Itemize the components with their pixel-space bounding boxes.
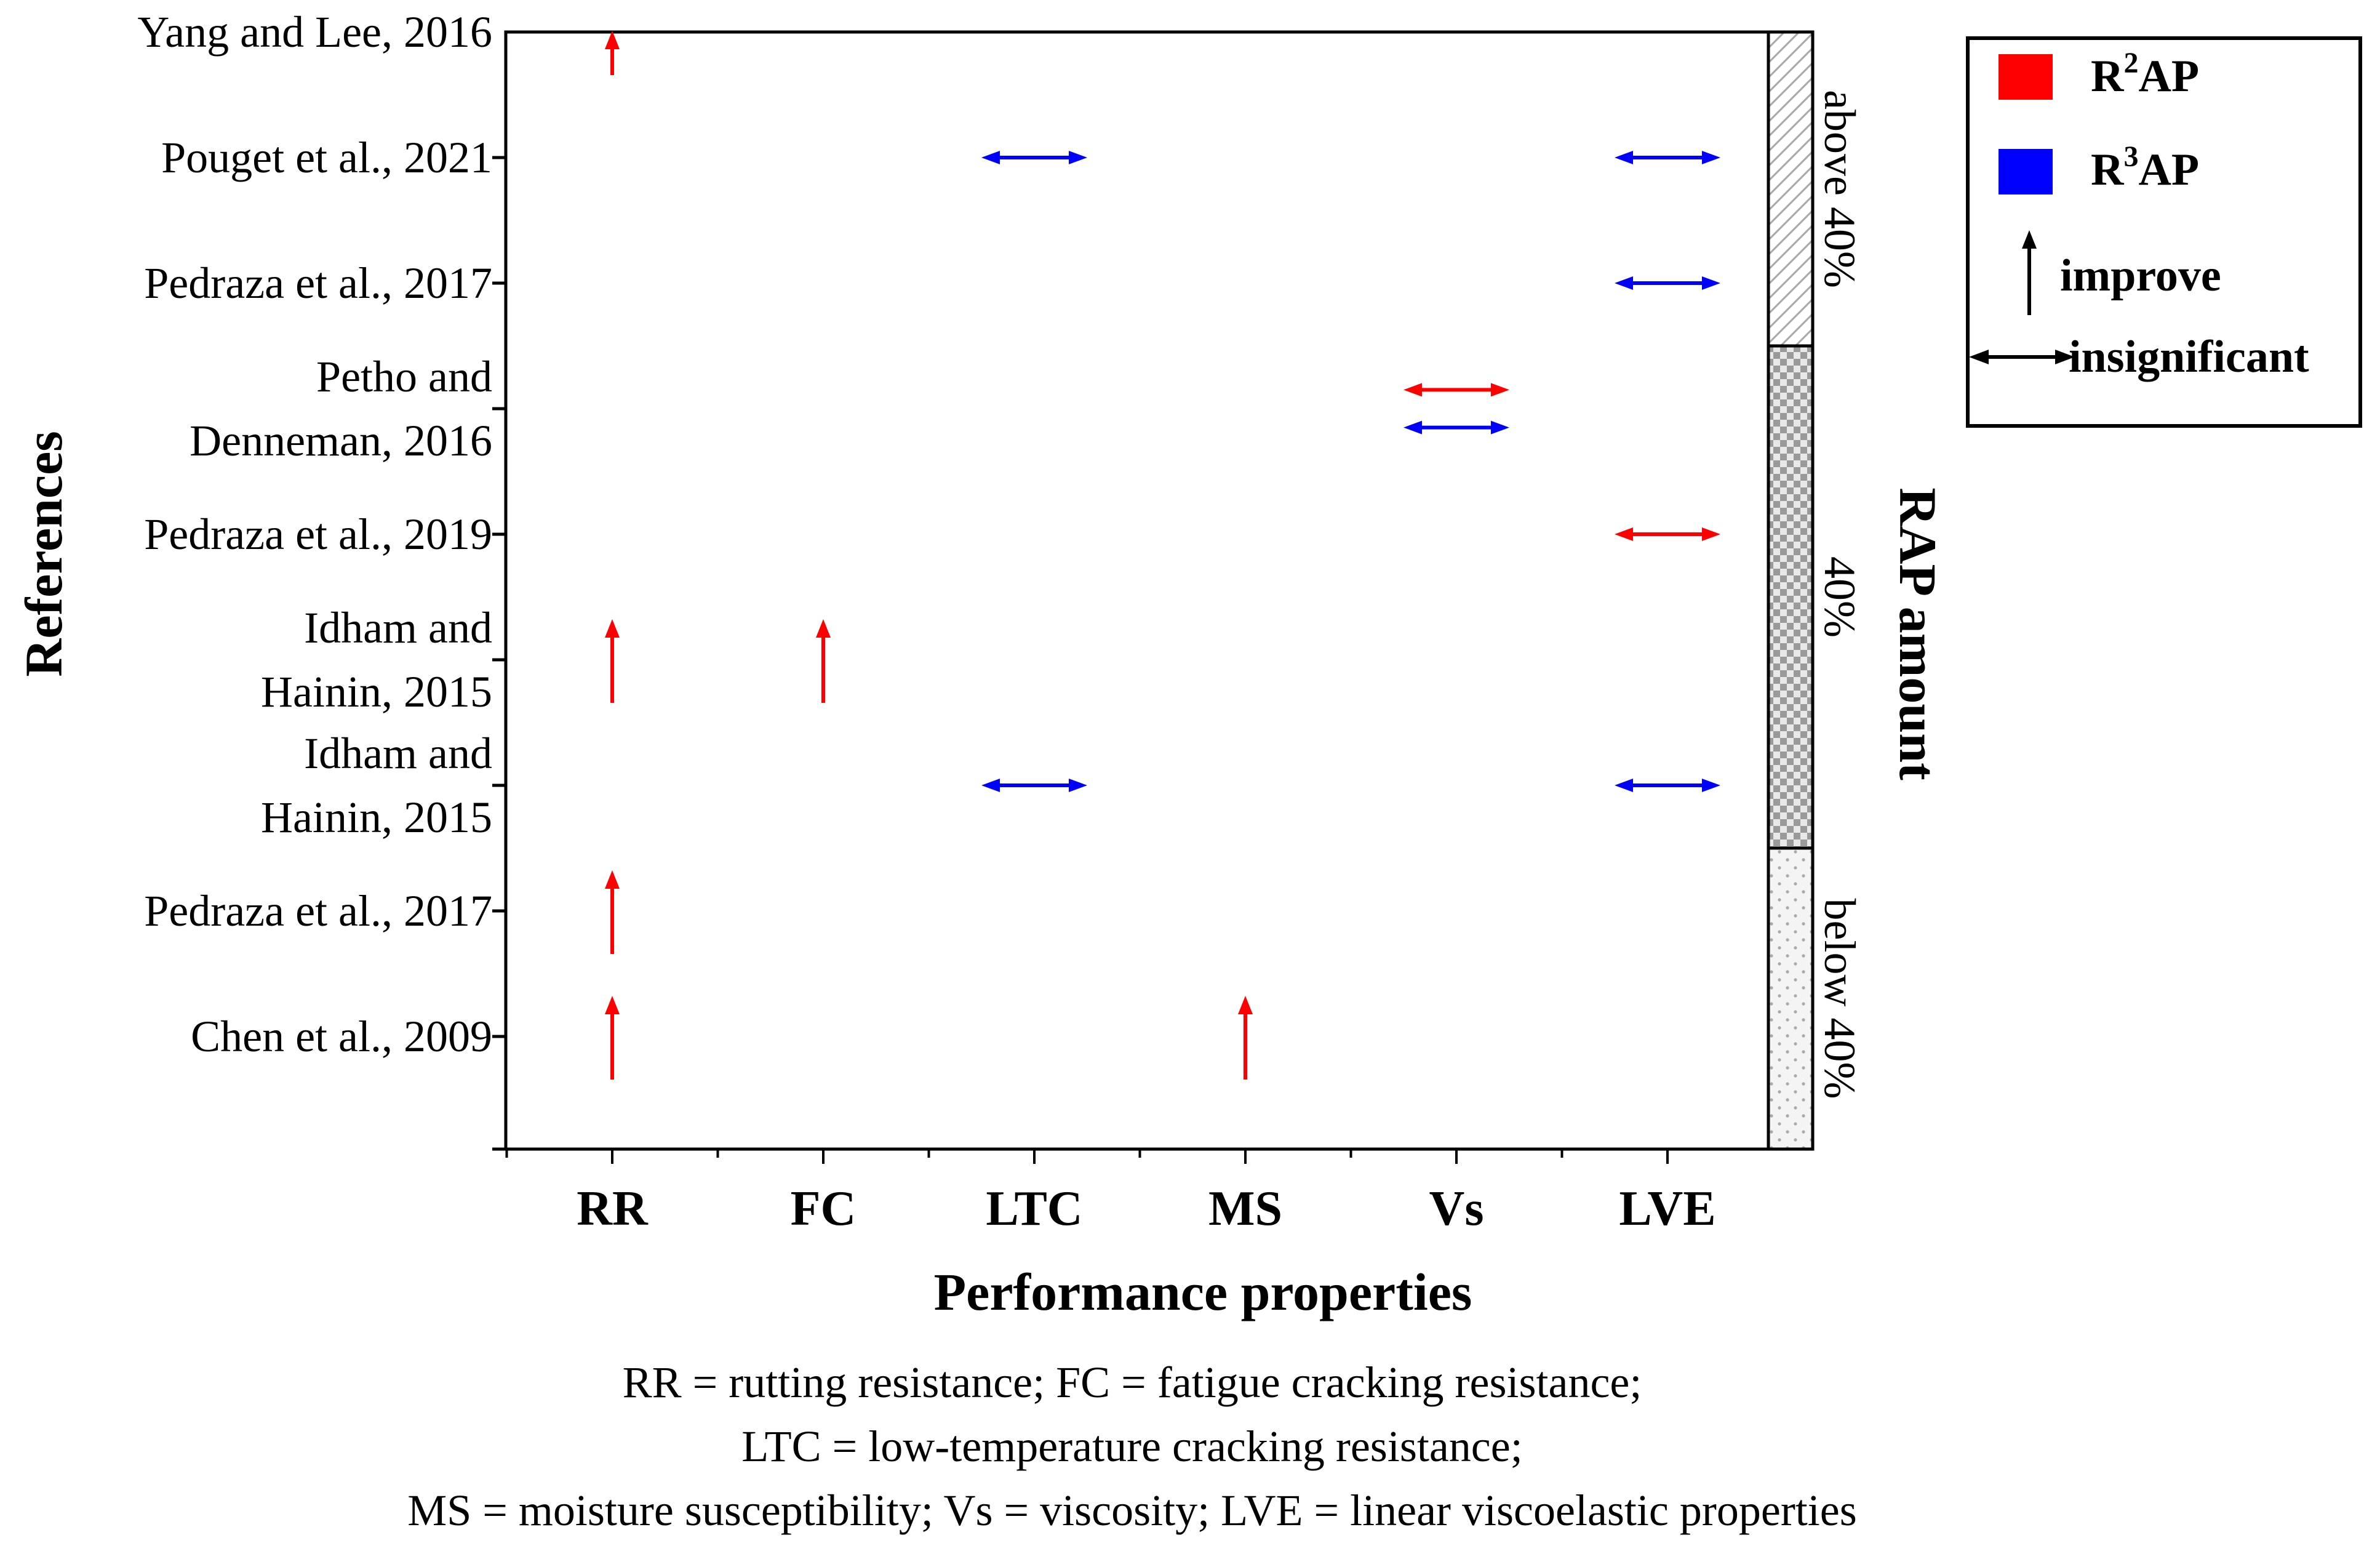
reference-label: Pedraza et al., 2017 — [144, 258, 492, 308]
marker-r3ap-insignificant — [1615, 779, 1720, 792]
rap-bands: above 40% 40% below 40% — [1767, 30, 1864, 1151]
legend-label-r3ap-base: R — [2091, 145, 2125, 195]
reference-label: Idham and — [304, 603, 492, 652]
reference-labels: Yang and Lee, 2016 Pouget et al., 2021 Ped… — [137, 7, 492, 1061]
marker-r2ap-improve — [816, 619, 831, 703]
reference-label: Petho and — [316, 352, 492, 401]
rap-band-label: 40% — [1815, 556, 1864, 638]
x-tick-label: Vs — [1429, 1182, 1484, 1236]
rap-band-label: above 40% — [1815, 90, 1864, 288]
y-axis-title: References — [14, 431, 73, 677]
marker-r3ap-insignificant — [981, 779, 1087, 792]
reference-label: Hainin, 2015 — [261, 793, 492, 842]
rap-band-label: below 40% — [1815, 899, 1864, 1099]
marker-r2ap-insignificant — [1404, 383, 1509, 397]
plot-frame — [504, 30, 1770, 1151]
y-axis-ticks — [492, 156, 506, 1151]
caption-line: RR = rutting resistance; FC = fatigue cr… — [623, 1358, 1642, 1407]
legend-label-r3ap-sup: 3 — [2123, 140, 2138, 173]
marker-r3ap-insignificant — [1404, 420, 1509, 435]
reference-label: Pedraza et al., 2019 — [144, 510, 492, 559]
x-tick-label: MS — [1208, 1182, 1282, 1236]
x-tick-label: LVE — [1619, 1182, 1715, 1236]
x-tick-label: FC — [791, 1182, 857, 1236]
x-tick-labels: RR FC LTC MS Vs LVE — [577, 1182, 1715, 1236]
reference-label: Pouget et al., 2021 — [161, 133, 492, 182]
caption-line: LTC = low-temperature cracking resistanc… — [741, 1422, 1522, 1471]
marker-r2ap-insignificant — [1615, 527, 1720, 541]
markers — [605, 31, 1720, 1080]
legend-swatch-r2ap — [1999, 54, 2053, 100]
legend-insignificant-arrow-icon — [1969, 350, 2075, 364]
marker-r3ap-insignificant — [981, 151, 1087, 164]
legend-improve-label: improve — [2060, 250, 2221, 301]
x-axis-title: Performance properties — [934, 1262, 1472, 1321]
marker-r3ap-insignificant — [1615, 276, 1720, 290]
reference-label: Yang and Lee, 2016 — [137, 7, 492, 57]
rap-band — [1767, 30, 1815, 348]
legend-label-r3ap: R3AP — [2091, 140, 2199, 195]
caption-line: MS = moisture susceptibility; Vs = visco… — [407, 1486, 1857, 1535]
marker-r2ap-improve — [1238, 996, 1253, 1080]
legend-label-r3ap-rest: AP — [2138, 145, 2199, 195]
marker-r2ap-improve — [605, 996, 620, 1080]
legend-box — [1966, 36, 2362, 428]
legend-label-r2ap: R2AP — [2091, 47, 2199, 102]
rap-band — [1767, 344, 1815, 850]
reference-label: Denneman, 2016 — [190, 416, 492, 465]
legend-insignificant-label: insignificant — [2069, 332, 2309, 382]
reference-label: Hainin, 2015 — [261, 667, 492, 716]
marker-r3ap-insignificant — [1615, 151, 1720, 164]
marker-r2ap-improve — [605, 870, 620, 954]
legend-label-r2ap-base: R — [2091, 51, 2125, 102]
x-tick-label: RR — [577, 1182, 649, 1236]
reference-label: Idham and — [304, 729, 492, 778]
x-tick-label: LTC — [986, 1182, 1082, 1236]
marker-r2ap-improve — [605, 31, 620, 75]
legend-label-r2ap-rest: AP — [2138, 51, 2199, 102]
x-axis-ticks — [505, 1149, 1669, 1164]
marker-r2ap-improve — [605, 619, 620, 703]
rap-amount-title: RAP amount — [1888, 487, 1947, 780]
legend-swatch-r3ap — [1999, 149, 2053, 194]
legend: R2AP R3AP improve insignificant — [1966, 36, 2362, 428]
legend-improve-arrow-icon — [2022, 230, 2037, 315]
caption: RR = rutting resistance; FC = fatigue cr… — [407, 1358, 1857, 1535]
reference-label: Pedraza et al., 2017 — [144, 886, 492, 936]
legend-label-r2ap-sup: 2 — [2123, 47, 2138, 79]
rap-band — [1767, 846, 1815, 1151]
reference-label: Chen et al., 2009 — [191, 1012, 492, 1061]
